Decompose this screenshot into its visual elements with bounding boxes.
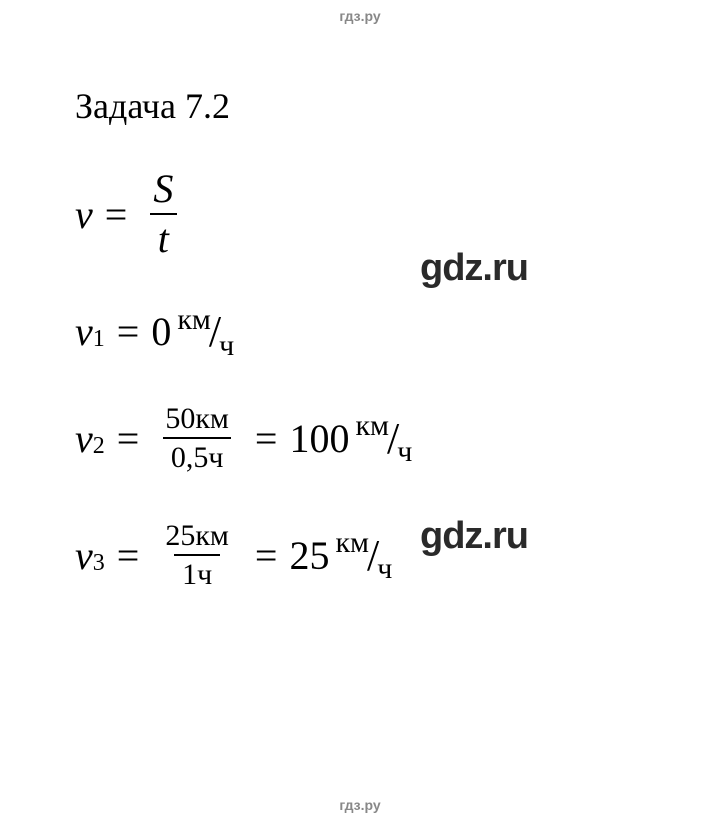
equation-v2: v2 = 50км 0,5ч = 100 км / ч (75, 402, 660, 474)
v1-subscript: 1 (93, 326, 105, 353)
v3-subscript: 3 (93, 550, 105, 577)
formula-denominator: t (150, 213, 177, 261)
v2-unit-bottom: ч (397, 435, 412, 469)
v3-var: v (75, 532, 93, 579)
v3-denominator: 1ч (174, 554, 220, 591)
equation-v3: v3 = 25км 1ч = 25 км / ч (75, 519, 660, 591)
watermark-middle-1: gdz.ru (420, 247, 528, 290)
formula-lhs: v (75, 191, 93, 238)
content-area: Задача 7.2 v = S t v1 = 0 км / ч v2 = 50… (75, 85, 660, 636)
equals-sign: = (105, 191, 128, 238)
formula-numerator: S (145, 167, 181, 213)
formula-fraction: S t (145, 167, 181, 261)
watermark-middle-2: gdz.ru (420, 515, 528, 558)
equation-formula: v = S t (75, 167, 660, 261)
v2-var: v (75, 415, 93, 462)
v2-fraction: 50км 0,5ч (157, 402, 237, 474)
header-watermark: гдз.ру (339, 8, 380, 24)
v1-value: 0 (151, 308, 171, 355)
v2-numerator: 50км (157, 402, 237, 437)
v2-unit-top: км (355, 409, 389, 443)
v1-unit-top: км (177, 303, 211, 337)
equals-sign: = (255, 415, 278, 462)
v3-unit-top: км (335, 526, 369, 560)
equals-sign: = (255, 532, 278, 579)
equation-v1: v1 = 0 км / ч (75, 306, 660, 357)
v1-unit-bottom: ч (219, 329, 234, 363)
v3-unit-bottom: ч (377, 552, 392, 586)
v3-numerator: 25км (157, 519, 237, 554)
equals-sign: = (117, 415, 140, 462)
v2-subscript: 2 (93, 433, 105, 460)
v3-result: 25 (289, 532, 329, 579)
v2-denominator: 0,5ч (163, 437, 232, 474)
v2-unit: км / ч (355, 413, 412, 464)
v2-result: 100 (289, 415, 349, 462)
equals-sign: = (117, 532, 140, 579)
problem-title: Задача 7.2 (75, 85, 660, 127)
footer-watermark: гдз.ру (339, 797, 380, 813)
v3-fraction: 25км 1ч (157, 519, 237, 591)
v3-unit: км / ч (335, 530, 392, 581)
v1-unit: км / ч (177, 306, 234, 357)
v1-var: v (75, 308, 93, 355)
equals-sign: = (117, 308, 140, 355)
